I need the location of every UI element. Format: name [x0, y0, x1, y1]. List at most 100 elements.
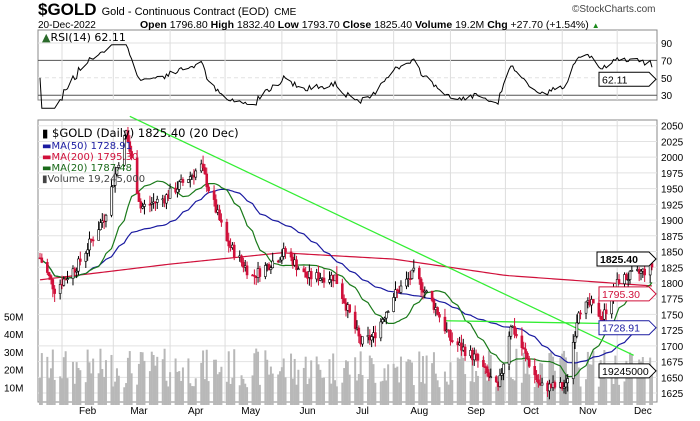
volume-bar [258, 384, 261, 405]
candle-body [526, 352, 529, 360]
volume-bar [618, 384, 621, 405]
volume-bar [60, 378, 63, 405]
volume-bar [284, 377, 287, 405]
volume-bar [520, 382, 523, 405]
volume-bar [257, 351, 260, 405]
ma50-legend: ▬MA(50) 1728.91 [42, 141, 132, 152]
candle-body [383, 317, 386, 320]
candle-body [610, 300, 613, 315]
volume-bar [464, 374, 467, 405]
volume-bar [114, 381, 117, 405]
credit[interactable]: ©StockCharts.com [572, 4, 656, 15]
candle-body [385, 311, 388, 319]
rsi-tick-label: 90 [661, 39, 673, 50]
ma200-legend: ▬MA(200) 1795.30 [42, 152, 139, 163]
month-label: Nov [579, 406, 597, 417]
volume-bar [610, 365, 613, 405]
candle-body [165, 194, 168, 204]
volume-bar [77, 367, 80, 405]
candle-body [417, 267, 421, 280]
ma200-tag [598, 286, 657, 302]
price-tick-label: 1875 [661, 232, 684, 243]
volume-bar [238, 385, 241, 405]
price-tick-label: 1900 [661, 216, 684, 227]
volume-bar [438, 387, 441, 405]
candle-body [47, 272, 51, 276]
volume-bar [332, 353, 335, 405]
volume-bar [125, 383, 128, 405]
volume-bar [355, 380, 358, 405]
volume-bar [623, 381, 626, 405]
volume-bar [227, 351, 230, 405]
volume-bar [88, 362, 91, 405]
candle-body [575, 322, 579, 337]
candle-icon: ▮ [42, 126, 49, 140]
volume-bar [627, 365, 630, 405]
candle-body [168, 187, 172, 199]
month-label: Apr [188, 406, 204, 417]
candle-body [430, 290, 434, 301]
volume-bar [550, 351, 553, 405]
candle-body [410, 269, 414, 280]
volume-bar [167, 386, 170, 405]
month-label: Oct [523, 406, 539, 417]
volume-bar [575, 351, 578, 405]
rsi-tag [598, 71, 657, 87]
volume-bar [192, 386, 195, 405]
volume-bar [323, 377, 326, 405]
candle-body [509, 326, 513, 337]
volume-bar [231, 377, 234, 405]
candle-body [91, 239, 95, 242]
candle-body [392, 297, 395, 312]
candle-body [188, 176, 192, 180]
candle-body [399, 285, 403, 293]
price-tick-label: 2025 [661, 137, 684, 148]
volume-bar [526, 353, 529, 405]
volume-bar [269, 366, 272, 405]
volume-bar [436, 380, 439, 405]
candle-body [150, 202, 154, 205]
candle-body [240, 255, 243, 263]
volume-bar [500, 368, 503, 405]
volume-bar [522, 352, 525, 405]
candle-body [304, 271, 307, 278]
candle-body [139, 201, 143, 209]
volume-bar [434, 373, 437, 405]
candle-body [599, 315, 602, 320]
candle-body [258, 268, 262, 277]
candle-body [84, 252, 88, 262]
volume-bar [53, 379, 56, 405]
volume-bar [148, 371, 151, 405]
volume-bar [255, 348, 258, 405]
rsi-tick-label: 70 [661, 56, 673, 67]
volume-bar [425, 355, 428, 405]
volume-bar [319, 369, 322, 405]
candle-body [571, 341, 575, 379]
candle-body [386, 311, 390, 313]
volume-bar [354, 357, 357, 405]
volume-bar [629, 352, 632, 405]
volume-bar [128, 351, 131, 405]
volume-bar [421, 356, 424, 405]
ohlc-summary: Open 1796.80 High 1832.40 Low 1793.70 Cl… [140, 19, 600, 31]
low-value: 1793.70 [301, 19, 340, 31]
volume-bar [136, 384, 139, 405]
volume-bar [357, 374, 360, 405]
volume-bar [110, 354, 113, 405]
volume-bar [420, 382, 423, 405]
volume-value: 19.2M [455, 19, 485, 31]
candle-body [128, 141, 132, 152]
candle-body [73, 268, 77, 273]
date: 20-Dec-2022 [38, 20, 96, 31]
candle-body [502, 363, 505, 374]
candle-body [267, 264, 271, 270]
candle-body [284, 248, 287, 253]
price-tick-label: 1850 [661, 248, 684, 259]
volume-bar [643, 376, 646, 405]
volume-bar [233, 349, 236, 405]
volume-bar [447, 384, 450, 405]
volume-bar [394, 367, 397, 405]
candle-body [560, 382, 564, 389]
candle-body [71, 268, 75, 279]
